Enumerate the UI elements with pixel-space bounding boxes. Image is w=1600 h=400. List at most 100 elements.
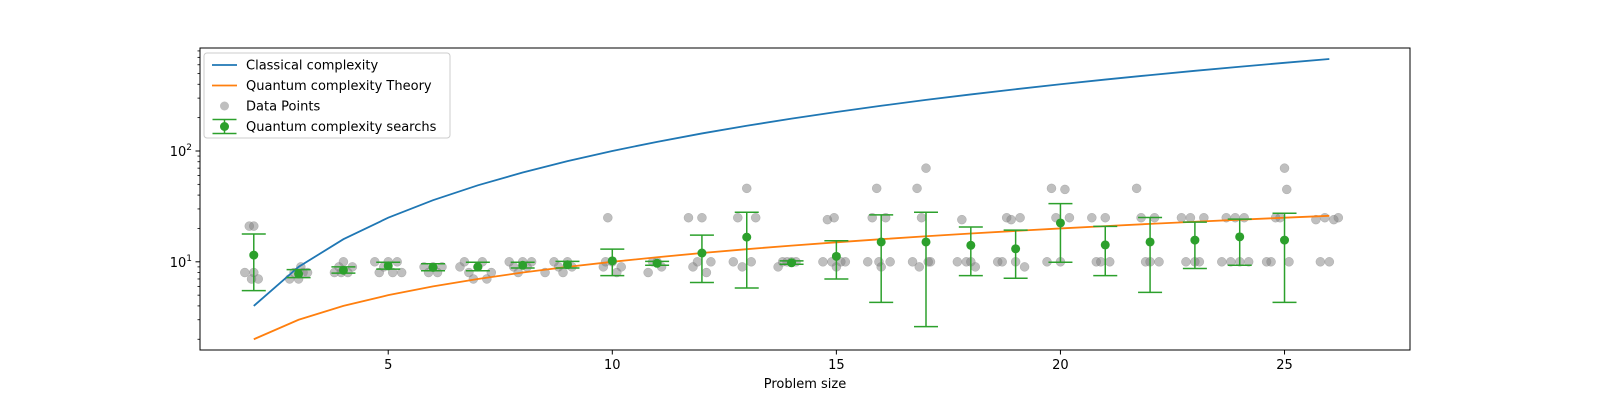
data-point	[871, 183, 882, 194]
data-point	[1324, 257, 1335, 267]
error-point	[1011, 244, 1021, 254]
error-point	[607, 256, 617, 266]
error-point	[831, 251, 841, 261]
data-point	[697, 212, 707, 223]
error-point	[1235, 232, 1245, 242]
data-point	[728, 257, 739, 267]
quantum-searchs-series	[241, 202, 1297, 328]
legend-item-quantum-searchs: Quantum complexity searchs	[212, 118, 437, 135]
x-tick-label: 10	[604, 358, 621, 373]
error-point	[966, 240, 976, 250]
data-point	[1176, 212, 1187, 223]
data-point	[862, 257, 873, 267]
classical-complexity-line	[253, 58, 1330, 307]
data-point	[1333, 212, 1344, 223]
x-axis-label: Problem size	[764, 377, 847, 392]
data-point	[643, 267, 653, 278]
data-point	[240, 267, 250, 278]
legend-scatter-swatch	[220, 101, 229, 111]
legend: Classical complexity Quantum complexity T…	[203, 52, 451, 139]
error-point	[294, 269, 304, 279]
data-point	[737, 262, 748, 272]
error-point	[1190, 235, 1200, 245]
data-point	[692, 257, 703, 267]
data-point	[1243, 257, 1254, 267]
data-point	[1181, 257, 1191, 267]
data-point	[907, 257, 918, 267]
data-point	[1131, 183, 1142, 194]
data-point	[916, 212, 927, 223]
data-point	[952, 257, 963, 267]
error-point	[1280, 235, 1290, 245]
data-point	[706, 257, 716, 267]
data-point	[997, 257, 1007, 267]
legend-item-data-points: Data Points	[220, 100, 320, 115]
data-point	[912, 183, 922, 194]
data-point	[1266, 257, 1276, 267]
data-point	[1279, 163, 1290, 173]
data-point	[1046, 183, 1057, 194]
error-point	[562, 260, 572, 270]
y-tick-label: 101	[170, 254, 192, 271]
data-point	[914, 262, 925, 272]
data-point	[1217, 257, 1227, 267]
x-tick-label: 5	[384, 358, 392, 373]
data-point	[1019, 262, 1030, 272]
legend-label: Classical complexity	[246, 59, 378, 74]
data-point	[818, 257, 828, 267]
data-point	[829, 212, 839, 223]
data-point	[558, 267, 568, 278]
error-point	[1100, 240, 1110, 250]
data-point	[1064, 212, 1075, 223]
y-tick-label: 102	[170, 143, 192, 160]
data-point	[1096, 257, 1106, 267]
data-point	[746, 257, 756, 267]
legend-item-classical: Classical complexity	[212, 59, 378, 74]
data-point	[885, 257, 895, 267]
error-point	[921, 237, 931, 247]
error-point	[518, 260, 528, 270]
plot-area	[240, 58, 1344, 341]
data-point	[246, 274, 257, 284]
data-point	[1154, 257, 1164, 267]
error-point	[1055, 218, 1065, 228]
data-point	[1320, 212, 1330, 223]
data-point	[1104, 257, 1115, 267]
data-point	[616, 262, 627, 272]
data-point	[957, 214, 967, 225]
data-point	[741, 183, 752, 194]
error-point	[652, 258, 662, 268]
data-point	[750, 212, 761, 223]
error-point	[428, 262, 438, 272]
plot-frame	[199, 47, 1411, 351]
data-point	[338, 257, 349, 267]
data-point	[1087, 212, 1097, 223]
x-tick-label: 25	[1276, 358, 1293, 373]
error-point	[338, 265, 348, 275]
legend-label: Quantum complexity Theory	[246, 79, 432, 94]
error-point	[697, 248, 707, 258]
error-point	[383, 261, 393, 271]
legend-label: Data Points	[246, 100, 320, 115]
data-point	[1194, 257, 1205, 267]
x-tick-label: 15	[828, 358, 845, 373]
data-point	[701, 267, 712, 278]
data-point	[874, 257, 884, 267]
data-point	[396, 267, 407, 278]
data-point	[683, 212, 694, 223]
data-point	[1311, 214, 1321, 225]
error-point	[876, 237, 886, 247]
data-point	[840, 257, 851, 267]
error-point	[1145, 237, 1155, 247]
data-point	[921, 163, 931, 173]
data-point	[1100, 212, 1111, 223]
error-point	[249, 250, 259, 260]
data-point	[970, 262, 981, 272]
data-point	[733, 212, 743, 223]
data-point	[603, 212, 613, 223]
error-point	[742, 232, 752, 242]
data-point	[1006, 214, 1016, 225]
data-point	[1315, 257, 1326, 267]
data-point	[249, 221, 259, 231]
x-tick-label: 20	[1052, 358, 1069, 373]
